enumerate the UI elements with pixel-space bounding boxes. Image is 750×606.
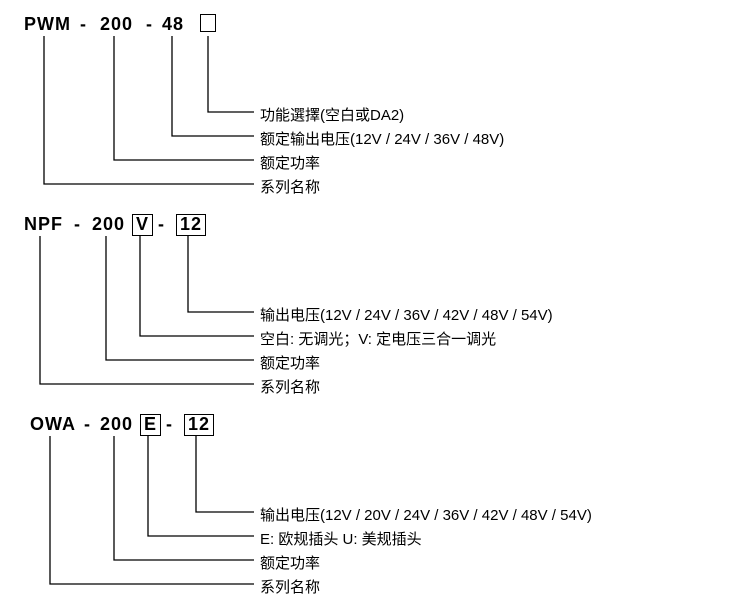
npf-part-1: - (74, 214, 81, 235)
pwm-desc-0: 功能選擇(空白或DA2) (260, 104, 404, 125)
owa-desc-3: 系列名称 (260, 576, 320, 597)
pwm-diagram: PWM-200-48功能選擇(空白或DA2)额定输出电压(12V / 24V /… (0, 14, 750, 204)
owa-desc-0: 输出电压(12V / 20V / 24V / 36V / 42V / 48V /… (260, 504, 592, 525)
pwm-part-2: 200 (100, 14, 133, 35)
owa-part-2: 200 (100, 414, 133, 435)
npf-diagram: NPF-200V-12输出电压(12V / 24V / 36V / 42V / … (0, 214, 750, 404)
npf-part-0: NPF (24, 214, 63, 235)
owa-part-4: - (166, 414, 173, 435)
npf-desc-1: 空白: 无调光；V: 定电压三合一调光 (260, 328, 496, 349)
npf-part-3: V (132, 214, 153, 236)
npf-part-5: 12 (176, 214, 206, 236)
owa-part-0: OWA (30, 414, 76, 435)
pwm-desc-1: 额定输出电压(12V / 24V / 36V / 48V) (260, 128, 504, 149)
owa-diagram: OWA-200E-12输出电压(12V / 20V / 24V / 36V / … (0, 414, 750, 604)
pwm-desc-2: 额定功率 (260, 152, 320, 173)
npf-desc-3: 系列名称 (260, 376, 320, 397)
pwm-part-1: - (80, 14, 87, 35)
npf-part-2: 200 (92, 214, 125, 235)
pwm-part-4: 48 (162, 14, 184, 35)
owa-desc-2: 额定功率 (260, 552, 320, 573)
owa-part-3: E (140, 414, 161, 436)
npf-part-4: - (158, 214, 165, 235)
pwm-desc-3: 系列名称 (260, 176, 320, 197)
owa-part-5: 12 (184, 414, 214, 436)
pwm-part-3: - (146, 14, 153, 35)
npf-desc-0: 输出电压(12V / 24V / 36V / 42V / 48V / 54V) (260, 304, 553, 325)
pwm-part-0: PWM (24, 14, 71, 35)
npf-desc-2: 额定功率 (260, 352, 320, 373)
owa-desc-1: E: 欧规插头 U: 美规插头 (260, 528, 422, 549)
pwm-part-5 (200, 14, 216, 37)
owa-part-1: - (84, 414, 91, 435)
